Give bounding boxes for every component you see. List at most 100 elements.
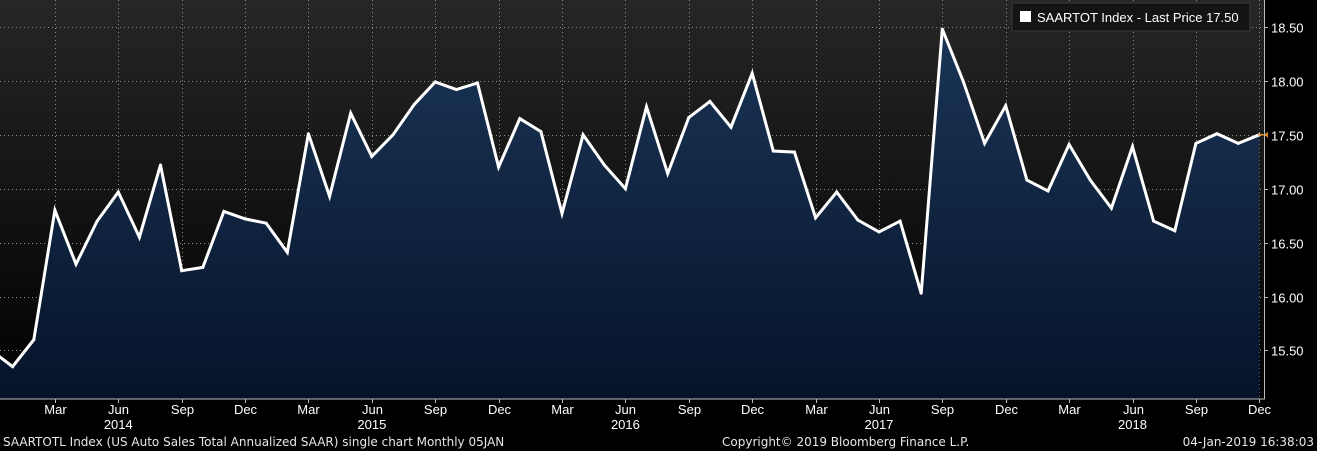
- series-point: [95, 219, 99, 223]
- series-point: [898, 219, 902, 223]
- series-point: [497, 165, 501, 169]
- x-tick-label: Dec: [234, 402, 258, 417]
- x-tick-label: Sep: [424, 402, 447, 417]
- x-year-label: 2017: [864, 417, 893, 432]
- series-point: [328, 194, 332, 198]
- legend-box: [1011, 2, 1251, 32]
- series-point: [74, 262, 78, 266]
- y-axis: 15.50 16.00 16.50 17.00 17.50 18.00 18.50: [1258, 21, 1304, 359]
- series-point: [983, 141, 987, 145]
- x-tick-label: Jun: [108, 402, 129, 417]
- series-point: [835, 190, 839, 194]
- x-year-label: 2014: [104, 417, 133, 432]
- series-point: [708, 99, 712, 103]
- x-tick-label: Mar: [44, 402, 67, 417]
- y-tick-label: 17.50: [1271, 129, 1304, 144]
- series-point: [877, 230, 881, 234]
- x-tick-label: Jun: [1123, 402, 1144, 417]
- series-point: [159, 163, 162, 167]
- series-point: [137, 235, 141, 239]
- series-point: [53, 208, 57, 212]
- x-tick-label: Dec: [741, 402, 765, 417]
- x-tick-label: Jun: [362, 402, 383, 417]
- legend-swatch: [1020, 11, 1031, 22]
- y-tick-label: 18.00: [1271, 75, 1304, 90]
- series-point: [518, 117, 522, 121]
- footer: SAARTOTL Index (US Auto Sales Total Annu…: [0, 433, 1317, 451]
- series-point: [1236, 141, 1240, 145]
- footer-description: SAARTOTL Index (US Auto Sales Total Annu…: [3, 435, 505, 449]
- series-point: [1046, 189, 1050, 193]
- y-tick-label: 15.50: [1271, 344, 1304, 359]
- chart: Mar Jun Sep Dec Mar Jun Sep Dec Mar Jun Sep Dec Mar J…: [0, 0, 1304, 432]
- x-tick-label: Mar: [297, 402, 320, 417]
- series-point: [792, 150, 796, 154]
- series-point: [264, 221, 268, 225]
- x-tick-label: Mar: [1058, 402, 1081, 417]
- footer-copyright: Copyright© 2019 Bloomberg Finance L.P.: [722, 435, 970, 449]
- x-tick-label: Dec: [995, 402, 1019, 417]
- series-point: [1215, 132, 1219, 136]
- x-year-label: 2018: [1118, 417, 1147, 432]
- series-point: [1025, 178, 1029, 182]
- series-point: [306, 132, 310, 136]
- series-point: [454, 88, 458, 91]
- series-point: [581, 133, 585, 137]
- series-point: [940, 27, 944, 31]
- area-layer: [0, 27, 1261, 399]
- series-point: [1131, 145, 1134, 149]
- last-price-marker: [1258, 131, 1268, 138]
- x-tick-label: Sep: [931, 402, 954, 417]
- x-tick-label: Sep: [171, 402, 194, 417]
- series-point: [771, 149, 775, 153]
- series-point: [222, 209, 226, 213]
- x-year-label: 2015: [357, 417, 386, 432]
- series-point: [1194, 141, 1198, 145]
- series-point: [285, 250, 289, 254]
- series-point: [623, 187, 627, 191]
- legend: SAARTOT Index - Last Price 17.50: [1011, 2, 1251, 32]
- footer-timestamp: 04-Jan-2019 16:38:03: [1182, 435, 1314, 449]
- x-tick-label: Dec: [1248, 402, 1272, 417]
- series-point: [1173, 229, 1177, 233]
- series-point: [687, 116, 691, 119]
- series-point: [602, 163, 606, 167]
- series-point: [11, 365, 15, 369]
- x-tick-label: Mar: [805, 402, 828, 417]
- series-point: [645, 105, 648, 109]
- series-point: [243, 217, 247, 221]
- series-point: [1088, 178, 1092, 182]
- series-point: [856, 218, 860, 222]
- y-tick-label: 16.00: [1271, 291, 1304, 306]
- x-tick-label: Sep: [1185, 402, 1208, 417]
- series-point: [180, 269, 184, 273]
- x-tick-label: Dec: [488, 402, 512, 417]
- series-point: [560, 212, 564, 215]
- series-point: [116, 190, 120, 194]
- series-point: [201, 265, 205, 269]
- series-point: [370, 154, 374, 158]
- series-point: [412, 103, 416, 107]
- y-tick-label: 17.00: [1271, 183, 1304, 198]
- x-tick-label: Jun: [869, 402, 890, 417]
- series-point: [539, 130, 543, 134]
- x-tick-label: Sep: [678, 402, 701, 417]
- series-point: [391, 133, 395, 137]
- series-area: [0, 29, 1260, 399]
- series-point: [1004, 104, 1008, 108]
- series-point: [1067, 143, 1071, 146]
- series-point: [750, 71, 754, 75]
- series-point: [814, 216, 818, 220]
- series-point: [433, 80, 437, 84]
- series-point: [476, 81, 479, 85]
- x-axis: Mar Jun Sep Dec Mar Jun Sep Dec Mar Jun Sep Dec Mar J…: [44, 399, 1272, 432]
- series-point: [1152, 219, 1156, 223]
- x-tick-label: Mar: [551, 402, 574, 417]
- series-point: [729, 125, 733, 129]
- series-point: [349, 111, 353, 115]
- series-point: [962, 80, 965, 84]
- series-point: [32, 338, 36, 342]
- series-point: [666, 172, 670, 176]
- y-tick-label: 18.50: [1271, 21, 1304, 36]
- legend-label: SAARTOT Index - Last Price 17.50: [1037, 10, 1239, 25]
